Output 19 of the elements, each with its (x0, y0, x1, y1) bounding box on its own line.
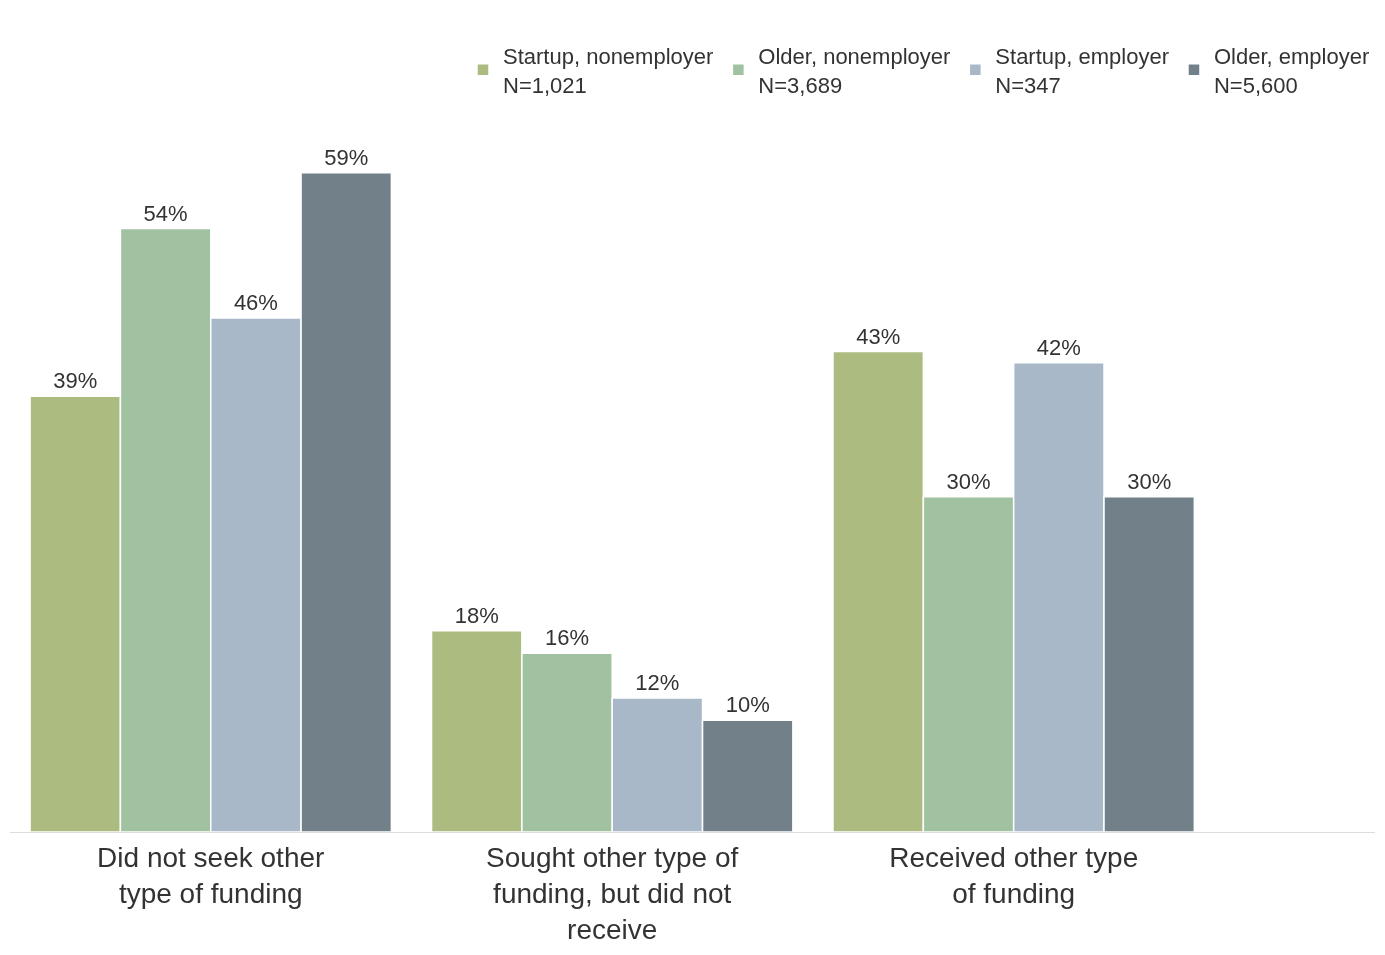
data-label: 12% (635, 669, 680, 695)
data-label: 10% (725, 692, 770, 718)
data-label: 18% (454, 602, 499, 628)
data-label: 30% (1127, 468, 1172, 494)
data-label: 43% (856, 323, 901, 349)
legend-label: Startup, nonemployer N=1,021 (503, 44, 714, 98)
legend-label: Older, employer N=5,600 (1213, 44, 1370, 98)
data-label: 59% (324, 144, 369, 170)
x-tick-label: Received other type of funding (889, 841, 1139, 909)
data-label: 16% (545, 625, 590, 651)
x-tick-label: Sought other type of funding, but did not receive (486, 841, 739, 946)
data-label: 42% (1036, 334, 1081, 360)
x-tick-label: Did not seek other type of funding (97, 841, 325, 909)
data-label: 39% (53, 368, 98, 394)
legend-label: Startup, employer N=347 (995, 44, 1169, 98)
legend-label: Older, nonemployer N=3,689 (758, 44, 951, 98)
data-label: 30% (946, 468, 991, 494)
data-label: 46% (233, 290, 278, 315)
data-label: 54% (143, 200, 188, 226)
